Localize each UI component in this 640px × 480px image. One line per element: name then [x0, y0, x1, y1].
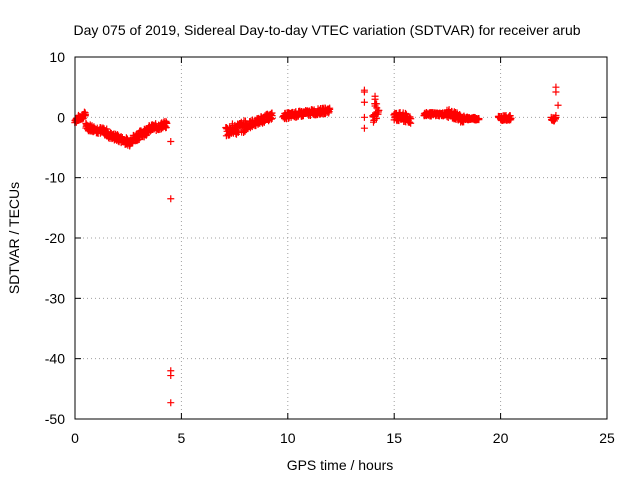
data-point: [326, 105, 334, 113]
y-tick-label: -30: [45, 290, 65, 306]
data-point: [475, 116, 483, 124]
data-point: [233, 127, 241, 135]
data-point: [507, 114, 515, 122]
data-point: [407, 119, 415, 127]
data-point: [360, 124, 368, 132]
data-point: [374, 108, 382, 116]
y-tick-label: -50: [45, 411, 65, 427]
data-point: [552, 88, 560, 96]
data-point: [268, 109, 276, 117]
y-tick-label: -40: [45, 351, 65, 367]
axis-ticks: 0 5 10 15 20 25 -50 -40 -30 -20 -10 0 10: [45, 49, 615, 446]
data-point: [552, 112, 560, 120]
y-axis-label: SDTVAR / TECUs: [6, 182, 22, 294]
data-point: [554, 101, 562, 109]
x-tick-label: 25: [599, 430, 615, 446]
x-tick-label: 10: [280, 430, 296, 446]
data-point: [373, 100, 381, 108]
data-point: [167, 195, 175, 203]
x-tick-label: 0: [71, 430, 79, 446]
y-tick-label: -10: [45, 170, 65, 186]
grid-lines: [75, 57, 607, 419]
data-point: [163, 119, 171, 127]
data-point: [81, 109, 89, 117]
data-point: [401, 109, 409, 117]
data-point: [167, 372, 175, 380]
data-point: [360, 88, 368, 96]
y-tick-label: 0: [57, 109, 65, 125]
plot-frame: [74, 56, 608, 420]
x-tick-label: 20: [493, 430, 509, 446]
y-tick-label: 10: [49, 49, 65, 65]
data-point: [167, 399, 175, 407]
y-tick-label: -20: [45, 230, 65, 246]
x-tick-label: 5: [178, 430, 186, 446]
x-tick-label: 15: [386, 430, 402, 446]
data-point: [372, 115, 380, 123]
chart-title: Day 075 of 2019, Sidereal Day-to-day VTE…: [73, 22, 580, 38]
data-point: [371, 95, 379, 103]
data-point: [162, 123, 170, 131]
x-axis-label: GPS time / hours: [287, 457, 394, 473]
data-point: [167, 137, 175, 145]
data-point: [360, 113, 368, 121]
data-point: [267, 110, 275, 118]
data-points: [71, 83, 562, 407]
data-point: [360, 98, 368, 106]
data-point: [161, 123, 169, 131]
